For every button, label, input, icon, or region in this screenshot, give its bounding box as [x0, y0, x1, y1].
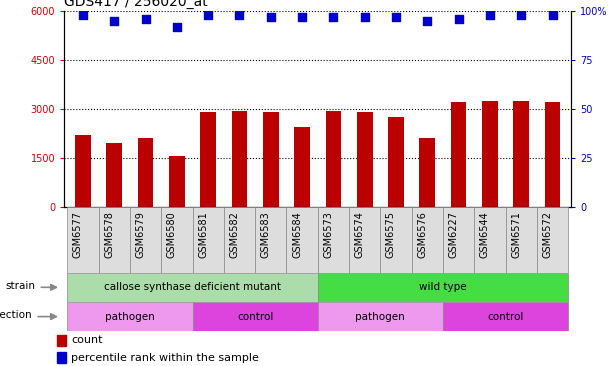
Bar [192, 302, 318, 331]
Text: GSM6582: GSM6582 [230, 212, 240, 258]
Bar [295, 127, 310, 207]
Text: strain: strain [5, 281, 35, 291]
Bar [67, 207, 98, 273]
Text: GSM6573: GSM6573 [323, 212, 334, 258]
Bar [200, 112, 216, 207]
Text: pathogen: pathogen [356, 311, 405, 322]
Bar [130, 207, 161, 273]
Bar [326, 111, 341, 207]
Point [329, 14, 338, 20]
Text: GSM6544: GSM6544 [480, 212, 490, 258]
Text: GSM6580: GSM6580 [167, 212, 177, 258]
Point [141, 16, 150, 22]
Bar [263, 112, 279, 207]
Text: GSM6576: GSM6576 [417, 212, 427, 258]
Point [360, 14, 370, 20]
Bar [482, 101, 498, 207]
Text: percentile rank within the sample: percentile rank within the sample [71, 353, 259, 363]
Point [203, 12, 213, 18]
Point [109, 18, 119, 24]
Point [391, 14, 401, 20]
Bar [318, 273, 568, 302]
Text: GSM6227: GSM6227 [448, 212, 459, 258]
Text: GSM6581: GSM6581 [198, 212, 208, 258]
Bar [474, 207, 505, 273]
Point [172, 24, 181, 30]
Point [78, 12, 88, 18]
Bar [357, 112, 373, 207]
Text: infection: infection [0, 310, 32, 320]
Bar [318, 302, 443, 331]
Bar [67, 302, 192, 331]
Text: wild type: wild type [419, 282, 467, 292]
Text: control: control [488, 311, 524, 322]
Bar [505, 207, 537, 273]
Bar [537, 207, 568, 273]
Text: GSM6578: GSM6578 [104, 212, 114, 258]
Bar [451, 102, 466, 207]
Bar [67, 273, 318, 302]
Text: pathogen: pathogen [105, 311, 155, 322]
Point [266, 14, 276, 20]
Text: control: control [237, 311, 273, 322]
Text: callose synthase deficient mutant: callose synthase deficient mutant [104, 282, 281, 292]
Point [297, 14, 307, 20]
Bar [57, 352, 66, 363]
Bar [420, 138, 435, 207]
Bar [98, 207, 130, 273]
Point [485, 12, 495, 18]
Bar [192, 207, 224, 273]
Point [422, 18, 432, 24]
Bar [57, 335, 66, 346]
Bar [443, 207, 474, 273]
Bar [412, 207, 443, 273]
Text: GSM6577: GSM6577 [73, 212, 83, 258]
Text: GSM6579: GSM6579 [136, 212, 145, 258]
Bar [169, 156, 185, 207]
Bar [380, 207, 412, 273]
Text: GSM6572: GSM6572 [543, 212, 552, 258]
Bar [161, 207, 192, 273]
Bar [224, 207, 255, 273]
Bar [232, 111, 247, 207]
Bar [544, 102, 560, 207]
Text: GSM6584: GSM6584 [292, 212, 302, 258]
Bar [137, 138, 153, 207]
Text: GSM6575: GSM6575 [386, 212, 396, 258]
Bar [255, 207, 287, 273]
Point [454, 16, 464, 22]
Bar [513, 101, 529, 207]
Bar [388, 117, 404, 207]
Bar [443, 302, 568, 331]
Text: count: count [71, 335, 103, 345]
Point [547, 12, 557, 18]
Bar [287, 207, 318, 273]
Bar [106, 143, 122, 207]
Text: GDS417 / 256020_at: GDS417 / 256020_at [64, 0, 208, 8]
Bar [349, 207, 380, 273]
Bar [318, 207, 349, 273]
Text: GSM6574: GSM6574 [354, 212, 365, 258]
Bar [75, 135, 91, 207]
Point [235, 12, 244, 18]
Text: GSM6583: GSM6583 [261, 212, 271, 258]
Text: GSM6571: GSM6571 [511, 212, 521, 258]
Point [516, 12, 526, 18]
